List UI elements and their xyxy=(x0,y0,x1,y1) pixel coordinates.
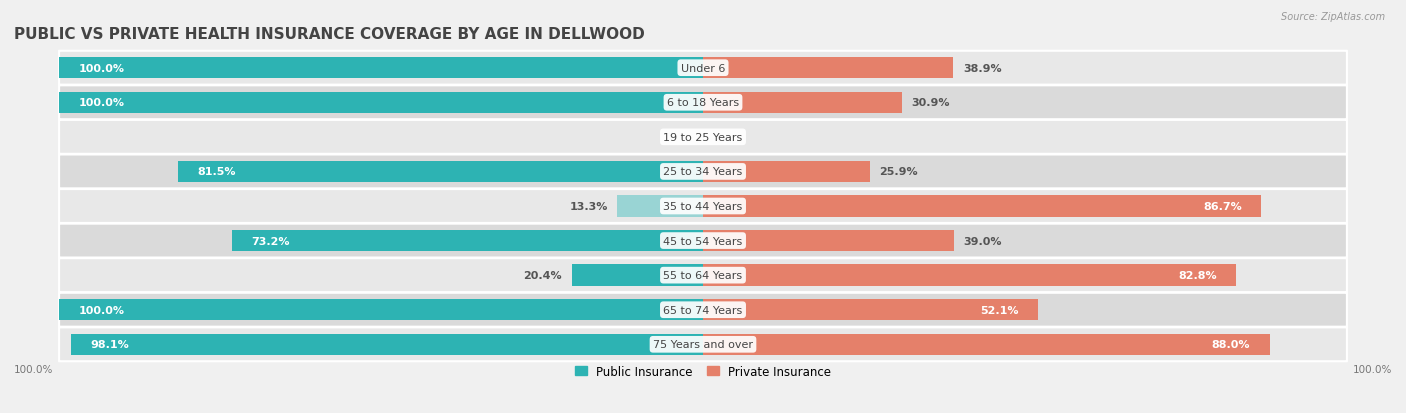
FancyBboxPatch shape xyxy=(59,86,1347,120)
Bar xyxy=(703,196,1261,217)
Bar xyxy=(617,196,703,217)
Text: 86.7%: 86.7% xyxy=(1204,202,1241,211)
Text: 100.0%: 100.0% xyxy=(14,363,53,374)
Text: 52.1%: 52.1% xyxy=(980,305,1019,315)
Bar xyxy=(59,299,703,320)
Text: 55 to 64 Years: 55 to 64 Years xyxy=(664,271,742,280)
FancyBboxPatch shape xyxy=(59,293,1347,327)
Text: 73.2%: 73.2% xyxy=(252,236,290,246)
Text: 20.4%: 20.4% xyxy=(523,271,562,280)
Text: 82.8%: 82.8% xyxy=(1178,271,1216,280)
Bar xyxy=(59,58,703,79)
FancyBboxPatch shape xyxy=(59,328,1347,361)
Text: 65 to 74 Years: 65 to 74 Years xyxy=(664,305,742,315)
Bar xyxy=(703,334,1270,355)
Text: 25.9%: 25.9% xyxy=(879,167,918,177)
Text: 100.0%: 100.0% xyxy=(1353,363,1392,374)
Text: 19 to 25 Years: 19 to 25 Years xyxy=(664,133,742,142)
Text: 30.9%: 30.9% xyxy=(911,98,950,108)
Bar xyxy=(59,93,703,114)
Text: 13.3%: 13.3% xyxy=(569,202,607,211)
Bar xyxy=(703,230,955,252)
Text: 88.0%: 88.0% xyxy=(1212,339,1250,349)
Text: 81.5%: 81.5% xyxy=(198,167,236,177)
Text: Under 6: Under 6 xyxy=(681,64,725,74)
Bar xyxy=(703,299,1039,320)
Text: 100.0%: 100.0% xyxy=(79,64,125,74)
Text: 100.0%: 100.0% xyxy=(79,305,125,315)
FancyBboxPatch shape xyxy=(59,155,1347,189)
Text: 100.0%: 100.0% xyxy=(79,98,125,108)
Text: Source: ZipAtlas.com: Source: ZipAtlas.com xyxy=(1281,12,1385,22)
FancyBboxPatch shape xyxy=(59,259,1347,292)
Bar xyxy=(703,58,953,79)
Bar xyxy=(72,334,703,355)
Text: 39.0%: 39.0% xyxy=(963,236,1002,246)
FancyBboxPatch shape xyxy=(59,224,1347,258)
Text: 6 to 18 Years: 6 to 18 Years xyxy=(666,98,740,108)
Bar xyxy=(179,161,703,183)
Bar xyxy=(703,93,903,114)
Text: 45 to 54 Years: 45 to 54 Years xyxy=(664,236,742,246)
Bar xyxy=(572,265,703,286)
Bar xyxy=(703,265,1236,286)
Bar xyxy=(703,161,870,183)
Text: PUBLIC VS PRIVATE HEALTH INSURANCE COVERAGE BY AGE IN DELLWOOD: PUBLIC VS PRIVATE HEALTH INSURANCE COVER… xyxy=(14,26,645,41)
FancyBboxPatch shape xyxy=(59,190,1347,223)
Text: 98.1%: 98.1% xyxy=(90,339,129,349)
Text: 35 to 44 Years: 35 to 44 Years xyxy=(664,202,742,211)
FancyBboxPatch shape xyxy=(59,52,1347,85)
Bar xyxy=(232,230,703,252)
FancyBboxPatch shape xyxy=(59,121,1347,154)
Text: 38.9%: 38.9% xyxy=(963,64,1001,74)
Text: 75 Years and over: 75 Years and over xyxy=(652,339,754,349)
Legend: Public Insurance, Private Insurance: Public Insurance, Private Insurance xyxy=(571,360,835,383)
Text: 25 to 34 Years: 25 to 34 Years xyxy=(664,167,742,177)
